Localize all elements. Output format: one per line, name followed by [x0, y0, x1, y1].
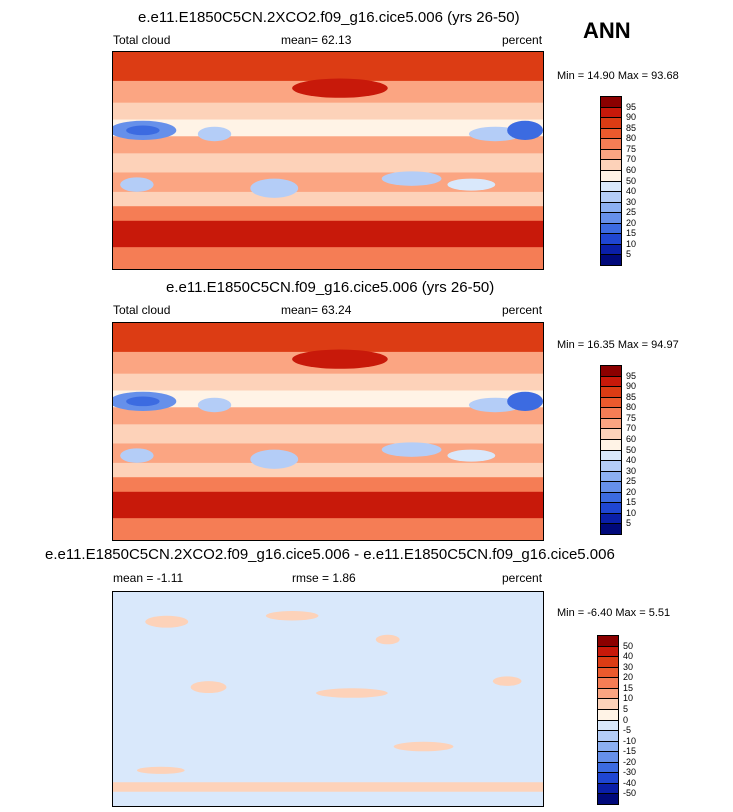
colorbar-tick-label: -15 [623, 746, 637, 757]
panel-2-map [112, 322, 544, 541]
colorbar-tick-label: 15 [623, 682, 634, 693]
colorbar-tick-label: 90 [626, 112, 637, 123]
colorbar-tick-label: 75 [626, 143, 637, 154]
colorbar-tick-label: 5 [626, 249, 632, 260]
colorbar-tick-label: -40 [623, 777, 637, 788]
panel-1-field-label: Total cloud [113, 33, 171, 47]
colorbar-tick-label: 50 [626, 444, 637, 455]
panel-3-units: percent [502, 571, 543, 585]
colorbar-tick-label: -30 [623, 767, 637, 778]
colorbar-tick-label: 90 [626, 381, 637, 392]
colorbar-tick-label: 60 [626, 164, 637, 175]
colorbar-tick-label: 25 [626, 207, 637, 218]
season-label: ANN [583, 18, 631, 43]
panel-2-mean: mean= 63.24 [281, 303, 352, 317]
colorbar-tick-label: 95 [626, 370, 637, 381]
colorbar-swatch [600, 254, 622, 266]
panel-1-units: percent [502, 33, 543, 47]
colorbar-tick-label: 85 [626, 391, 637, 402]
panel-3-rmse: rmse = 1.86 [292, 571, 356, 585]
colorbar-tick-label: 70 [626, 154, 637, 165]
panel-2-units: percent [502, 303, 543, 317]
panel-2-minmax: Min = 16.35 Max = 94.97 [557, 339, 679, 351]
colorbar-tick-label: 60 [626, 433, 637, 444]
colorbar-tick-label: 40 [626, 186, 637, 197]
colorbar-tick-label: 10 [626, 238, 637, 249]
colorbar-tick-label: 40 [623, 651, 634, 662]
colorbar-tick-label: 25 [626, 476, 637, 487]
panel-1-mean: mean= 62.13 [281, 33, 352, 47]
colorbar-swatch [600, 523, 622, 535]
colorbar-tick-label: 20 [623, 672, 634, 683]
panel-3-mean: mean = -1.11 [113, 571, 184, 585]
colorbar-tick-label: -20 [623, 756, 637, 767]
colorbar-swatch [597, 793, 619, 805]
colorbar-tick-label: 20 [626, 486, 637, 497]
panel-3-title: e.e11.E1850C5CN.2XCO2.f09_g16.cice5.006 … [45, 546, 615, 563]
panel-2-field [113, 323, 543, 540]
colorbar-tick-label: -50 [623, 788, 637, 799]
colorbar-tick-label: 30 [626, 465, 637, 476]
colorbar-tick-label: 75 [626, 412, 637, 423]
colorbar-tick-label: 30 [626, 196, 637, 207]
colorbar-tick-label: 20 [626, 217, 637, 228]
panel-3-map [112, 591, 544, 807]
colorbar-tick-label: 10 [626, 507, 637, 518]
colorbar-tick-label: 85 [626, 122, 637, 133]
colorbar-tick-label: 80 [626, 133, 637, 144]
panel-1-field [113, 52, 543, 269]
panel-2-field-label: Total cloud [113, 303, 171, 317]
colorbar-tick-label: 0 [623, 714, 629, 725]
colorbar-tick-label: 10 [623, 693, 634, 704]
panel-1-map [112, 51, 544, 270]
panel-1-title: e.e11.E1850C5CN.2XCO2.f09_g16.cice5.006 … [138, 9, 520, 26]
panel-3-minmax: Min = -6.40 Max = 5.51 [557, 607, 671, 619]
panel-1-minmax: Min = 14.90 Max = 93.68 [557, 70, 679, 82]
colorbar-tick-label: 50 [626, 175, 637, 186]
colorbar-tick-label: 30 [623, 661, 634, 672]
panel-2-title: e.e11.E1850C5CN.f09_g16.cice5.006 (yrs 2… [166, 279, 495, 296]
colorbar-tick-label: 70 [626, 423, 637, 434]
colorbar-tick-label: 80 [626, 402, 637, 413]
colorbar-tick-label: 40 [626, 455, 637, 466]
colorbar-tick-label: -10 [623, 735, 637, 746]
colorbar-tick-label: 5 [626, 518, 632, 529]
colorbar-tick-label: 95 [626, 101, 637, 112]
colorbar-tick-label: 5 [623, 703, 629, 714]
colorbar-tick-label: -5 [623, 725, 632, 736]
colorbar-tick-label: 15 [626, 228, 637, 239]
colorbar-tick-label: 50 [623, 640, 634, 651]
colorbar-tick-label: 15 [626, 497, 637, 508]
panel-3-field [113, 592, 543, 806]
